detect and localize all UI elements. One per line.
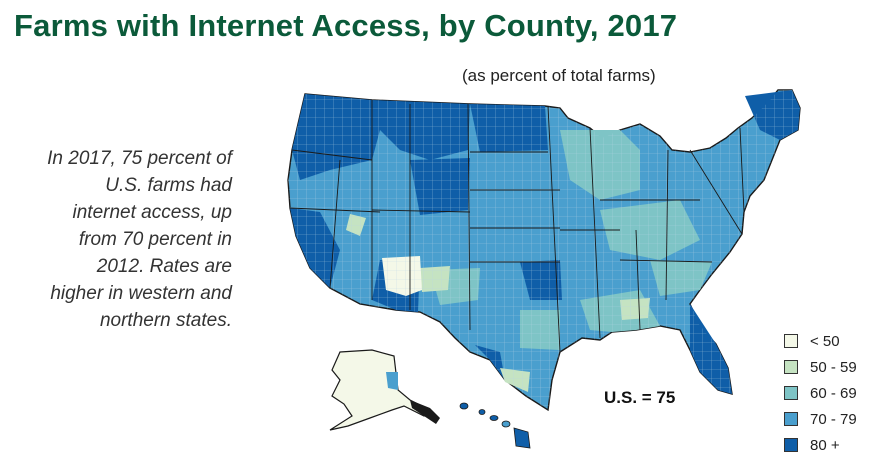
alaska-shaded-region [386,372,398,390]
map-subtitle: (as percent of total farms) [462,66,656,85]
legend: < 50 50 - 59 60 - 69 70 - 79 80 + [784,330,884,460]
legend-swatch [784,360,798,374]
legend-item: 70 - 79 [784,408,884,430]
legend-label: 80 + [810,436,840,454]
legend-item: 60 - 69 [784,382,884,404]
hawaii [459,402,531,449]
legend-swatch [784,412,798,426]
legend-label: < 50 [810,332,840,350]
legend-swatch [784,438,798,452]
legend-label: 50 - 59 [810,358,857,376]
legend-swatch [784,386,798,400]
legend-label: 60 - 69 [810,384,857,402]
alaska [329,349,432,431]
legend-item: < 50 [784,330,884,352]
alaska-panhandle [410,400,440,424]
state-borders [289,100,745,353]
county-grid [288,90,800,410]
legend-item: 80 + [784,434,884,456]
us-average-label: U.S. = 75 [604,388,676,407]
map-title: Farms with Internet Access, by County, 2… [14,8,678,43]
summary-text: In 2017, 75 percent of U.S. farms had in… [47,148,232,331]
legend-label: 70 - 79 [810,410,857,428]
legend-item: 50 - 59 [784,356,884,378]
legend-swatch [784,334,798,348]
